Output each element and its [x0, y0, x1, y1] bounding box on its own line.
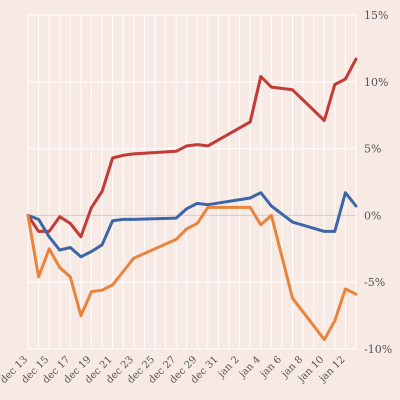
y-tick-label: 10%: [364, 76, 388, 89]
y-tick-label: 0%: [364, 209, 381, 222]
y-tick-label: 5%: [364, 143, 381, 156]
grid: [27, 14, 357, 350]
x-tick-label: jan 2: [216, 354, 242, 380]
series-lines: [26, 57, 358, 342]
x-tick-label: jan 4: [237, 354, 263, 380]
y-axis: 15% 10% 5% 0% -5% -10%: [364, 9, 392, 356]
y-tick-label: -5%: [364, 276, 385, 289]
series-line-1: [26, 57, 358, 239]
x-tick-label: jan 6: [258, 354, 284, 380]
y-tick-label: 15%: [364, 9, 388, 22]
series-line-2: [26, 191, 358, 259]
series-line-3: [26, 205, 358, 342]
y-tick-label: -10%: [364, 343, 392, 356]
